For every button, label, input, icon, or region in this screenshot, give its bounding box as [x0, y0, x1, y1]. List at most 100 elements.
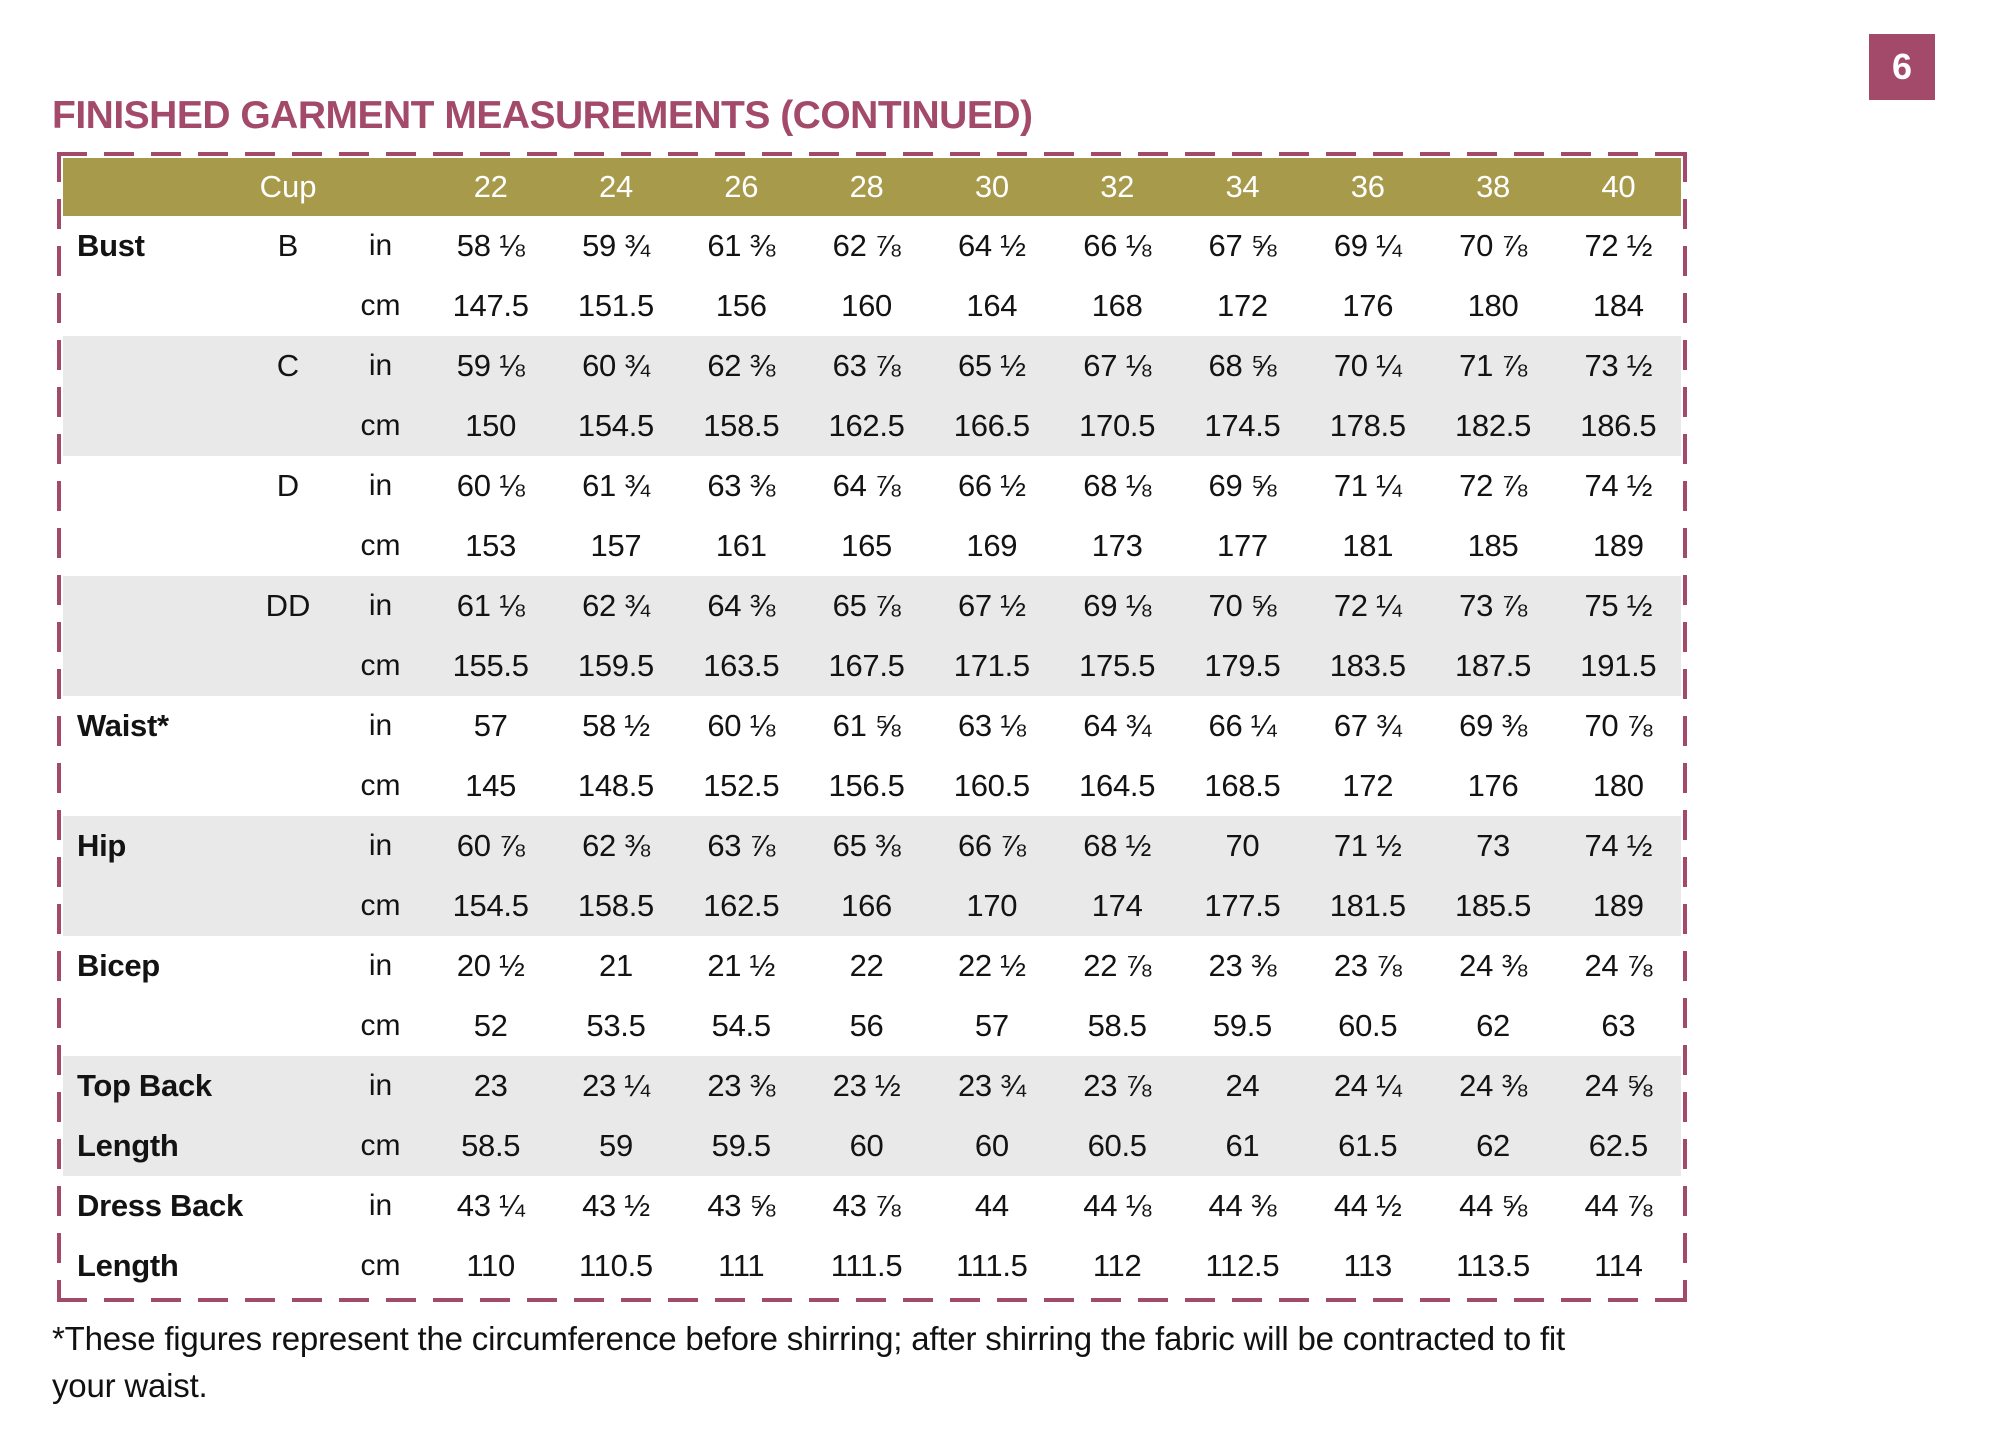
- measurement-cell: 68 ⅛: [1083, 468, 1151, 503]
- measurement-cell: 60: [974, 1128, 1009, 1163]
- measurement-cell: 185.5: [1454, 888, 1532, 923]
- size-column-header: 28: [803, 158, 930, 216]
- row-label: Hip: [77, 828, 127, 863]
- table-row: Hip in 60 ⅞ 62 ⅜ 63 ⅞ 65 ⅜ 66 ⅞ 68 ½ 70 71 ½ 73 74 …: [63, 816, 1681, 876]
- size-column-header: 40: [1555, 158, 1681, 216]
- table-row: cm 150 154.5 158.5 162.5 166.5 170.5 174.5 178.5…: [63, 396, 1681, 456]
- measurement-cell: 54.5: [711, 1008, 771, 1043]
- table-row: Dress Back in 43 ¼ 43 ½ 43 ⅝ 43 ⅞ 44 44 ⅛ 44 ⅜ 44…: [63, 1176, 1681, 1236]
- measurement-cell: 67 ⅝: [1208, 228, 1277, 263]
- measurement-cell: 69 ⅛: [1083, 588, 1151, 623]
- measurement-cell: 175.5: [1079, 648, 1156, 683]
- unit-label: in: [368, 469, 393, 502]
- unit-label: in: [368, 1189, 393, 1222]
- measurement-cell: 23 ¼: [582, 1068, 650, 1103]
- measurement-cell: 63 ⅞: [832, 348, 901, 383]
- measurement-cell: 189: [1592, 528, 1644, 563]
- row-label: [63, 516, 243, 576]
- measurement-cell: 72 ½: [1584, 228, 1653, 263]
- measurement-cell: 69 ⅜: [1459, 708, 1527, 743]
- measurement-cell: 60 ¾: [582, 348, 650, 383]
- table-row: DD in 61 ⅛ 62 ¾ 64 ⅜ 65 ⅞ 67 ½ 69 ⅛ 70 ⅝ 72 ¼ 73 ⅞…: [63, 576, 1681, 636]
- measurement-cell: 22: [849, 948, 884, 983]
- cup-value: [243, 996, 333, 1056]
- measurement-cell: 24 ⅜: [1459, 1068, 1527, 1103]
- measurement-cell: 111.5: [830, 1248, 903, 1283]
- measurement-cell: 62 ¾: [582, 588, 650, 623]
- measurement-cell: 44: [974, 1188, 1009, 1223]
- unit-label: in: [368, 349, 393, 382]
- cup-value: [243, 1176, 333, 1236]
- measurement-cell: 184: [1592, 288, 1644, 323]
- measurement-cell: 63 ⅜: [707, 468, 776, 503]
- unit-label: cm: [360, 1249, 401, 1282]
- measurement-cell: 163.5: [703, 648, 780, 683]
- measurement-cell: 61 ¾: [582, 468, 650, 503]
- cup-value: D: [276, 468, 300, 503]
- measurement-cell: 59 ¾: [582, 228, 650, 263]
- measurement-cell: 65 ⅜: [832, 828, 901, 863]
- measurement-cell: 179.5: [1204, 648, 1281, 683]
- cup-value: [243, 876, 333, 936]
- measurement-cell: 43 ½: [582, 1188, 650, 1223]
- measurement-cell: 62: [1476, 1128, 1510, 1163]
- measurement-cell: 62: [1476, 1008, 1510, 1043]
- unit-label: cm: [360, 649, 401, 682]
- page-title: FINISHED GARMENT MEASUREMENTS (CONTINUED…: [52, 94, 1033, 137]
- measurement-cell: 177.5: [1204, 888, 1281, 923]
- measurement-cell: 62 ⅞: [832, 228, 901, 263]
- measurement-cell: 24 ⅞: [1584, 948, 1653, 983]
- measurement-cell: 74 ½: [1584, 828, 1653, 863]
- measurement-cell: 168.5: [1204, 768, 1281, 803]
- unit-label: cm: [360, 1129, 401, 1162]
- measurement-cell: 162.5: [828, 408, 905, 443]
- footnote-line-2: your waist.: [52, 1366, 208, 1404]
- measurement-cell: 66 ½: [957, 468, 1026, 503]
- table-row: cm 153 157 161 165 169 173 177 181 185 189: [63, 516, 1681, 576]
- row-label: [63, 396, 243, 456]
- measurement-cell: 23 ⅜: [707, 1068, 776, 1103]
- measurement-cell: 181: [1342, 528, 1394, 563]
- measurement-cell: 112.5: [1205, 1248, 1280, 1283]
- unit-label: cm: [360, 289, 401, 322]
- measurement-cell: 58.5: [1087, 1008, 1147, 1043]
- measurement-cell: 160.5: [953, 768, 1030, 803]
- measurement-cell: 172: [1342, 768, 1394, 803]
- measurement-cell: 65 ⅞: [832, 588, 901, 623]
- row-label: [63, 876, 243, 936]
- measurement-cell: 181.5: [1329, 888, 1406, 923]
- row-label: [63, 756, 243, 816]
- measurement-cell: 61.5: [1338, 1128, 1398, 1163]
- measurement-cell: 189: [1592, 888, 1644, 923]
- size-column-header: 36: [1305, 158, 1431, 216]
- table-row: cm 52 53.5 54.5 56 57 58.5 59.5 60.5 62 63: [63, 996, 1681, 1056]
- measurement-cell: 164.5: [1079, 768, 1156, 803]
- measurement-cell: 64 ⅞: [832, 468, 901, 503]
- footnote-line-1: *These figures represent the circumferen…: [52, 1320, 1566, 1357]
- row-label: [63, 276, 243, 336]
- measurement-cell: 23 ⅞: [1083, 1068, 1151, 1103]
- measurement-cell: 59: [599, 1128, 633, 1163]
- measurement-cell: 60.5: [1087, 1128, 1147, 1163]
- measurement-cell: 110: [466, 1248, 515, 1283]
- measurement-cell: 23 ¾: [957, 1068, 1026, 1103]
- footnote: *These figures represent the circumferen…: [52, 1316, 1992, 1410]
- measurement-cell: 111.5: [956, 1248, 1028, 1283]
- cup-value: [243, 756, 333, 816]
- measurement-cell: 44 ⅝: [1459, 1188, 1527, 1223]
- measurement-cell: 162.5: [703, 888, 780, 923]
- measurement-cell: 73 ½: [1584, 348, 1653, 383]
- measurement-cell: 169: [966, 528, 1018, 563]
- measurement-cell: 56: [849, 1008, 884, 1043]
- measurement-cell: 24: [1225, 1068, 1260, 1103]
- measurement-cell: 170: [966, 888, 1018, 923]
- measurement-cell: 70 ⅞: [1459, 228, 1527, 263]
- measurement-cell: 23 ½: [832, 1068, 901, 1103]
- measurement-cell: 58.5: [461, 1128, 521, 1163]
- measurement-cell: 63: [1601, 1008, 1636, 1043]
- measurement-cell: 161: [715, 528, 767, 563]
